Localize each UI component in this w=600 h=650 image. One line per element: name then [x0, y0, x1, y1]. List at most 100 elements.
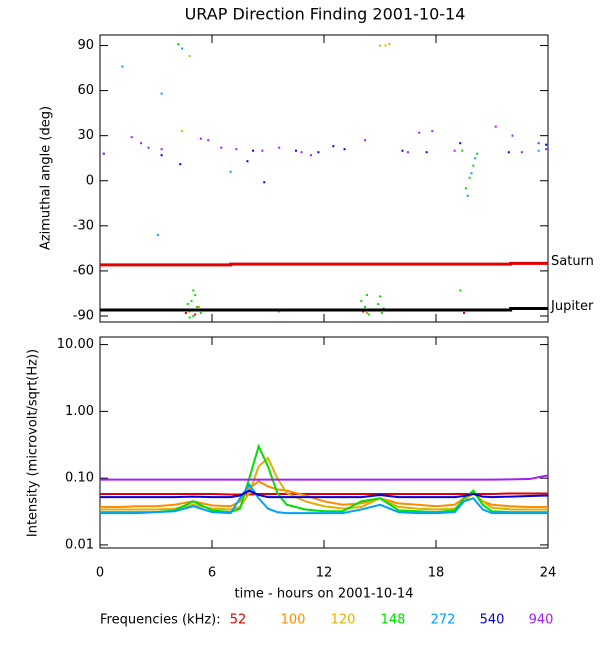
- scatter-point: [494, 125, 497, 128]
- scatter-point: [278, 310, 281, 313]
- scatter-point: [181, 47, 184, 50]
- scatter-point: [235, 148, 238, 151]
- scatter-point: [199, 311, 202, 314]
- scatter-point: [177, 43, 180, 46]
- y-tick-label: 0.01: [65, 537, 94, 552]
- y-tick-label: -60: [73, 263, 94, 278]
- scatter-point: [461, 149, 464, 152]
- y-tick-label: 0.10: [65, 471, 94, 486]
- legend-entry: 120: [331, 613, 356, 628]
- scatter-point: [252, 149, 255, 152]
- legend-entry: 52: [230, 613, 247, 628]
- x-tick-label: 12: [316, 566, 333, 581]
- y-tick-label: 0: [86, 173, 94, 188]
- scatter-point: [197, 305, 200, 308]
- scatter-point: [261, 149, 264, 152]
- x-axis-label: time - hours on 2001-10-14: [235, 587, 414, 602]
- scatter-point: [418, 131, 421, 134]
- scatter-point: [263, 181, 266, 184]
- chart-title: URAP Direction Finding 2001-10-14: [185, 5, 466, 24]
- scatter-point: [300, 151, 303, 154]
- scatter-point: [160, 148, 163, 151]
- scatter-point: [537, 149, 540, 152]
- scatter-point: [401, 149, 404, 152]
- scatter-point: [140, 142, 143, 145]
- scatter-point: [199, 137, 202, 140]
- scatter-point: [511, 134, 514, 137]
- scatter-point: [466, 194, 469, 197]
- legend-entry: 148: [381, 613, 406, 628]
- series-line: [100, 443, 548, 514]
- scatter-point: [188, 316, 191, 319]
- scatter-point: [295, 149, 297, 152]
- scatter-point: [207, 139, 210, 142]
- y-tick-label: -90: [73, 308, 94, 323]
- scatter-point: [379, 295, 381, 298]
- scatter-point: [188, 55, 191, 58]
- scatter-point: [459, 289, 462, 292]
- scatter-point: [332, 145, 335, 148]
- scatter-point: [507, 151, 510, 154]
- legend-entry: 940: [529, 613, 554, 628]
- scatter-point: [474, 157, 477, 160]
- scatter-point: [156, 233, 159, 236]
- y-axis-label: Azimuthal angle (deg): [39, 106, 54, 250]
- scatter-point: [343, 148, 346, 151]
- y-axis-label: Intensity (microvolt/sqrt(Hz)): [26, 349, 41, 537]
- scatter-point: [463, 311, 465, 314]
- scatter-point: [367, 313, 370, 316]
- scatter-point: [520, 151, 523, 154]
- series-line: [100, 474, 549, 481]
- scatter-point: [362, 310, 365, 313]
- scatter-point: [179, 163, 182, 166]
- scatter-point: [388, 43, 391, 46]
- line-label: Saturn: [551, 254, 594, 269]
- scatter-point: [384, 44, 387, 47]
- scatter-point: [196, 305, 199, 308]
- reference-line: [100, 261, 548, 267]
- x-tick-label: 6: [208, 566, 216, 581]
- scatter-point: [364, 305, 367, 308]
- scatter-point: [317, 151, 320, 154]
- scatter-point: [377, 302, 380, 305]
- scatter-point: [190, 299, 193, 302]
- scatter-point: [160, 92, 163, 95]
- legend-title: Frequencies (kHz):: [100, 613, 221, 628]
- scatter-point: [188, 310, 191, 313]
- scatter-point: [192, 314, 195, 317]
- scatter-point: [360, 299, 363, 302]
- scatter-point: [121, 65, 124, 68]
- scatter-point: [246, 160, 249, 163]
- scatter-point: [186, 302, 189, 305]
- x-tick-label: 0: [96, 566, 104, 581]
- legend-entry: 100: [281, 613, 306, 628]
- series-line: [100, 492, 548, 496]
- scatter-point: [476, 152, 479, 155]
- y-tick-label: 10.00: [57, 337, 94, 352]
- scatter-point: [379, 44, 381, 47]
- scatter-point: [278, 146, 281, 149]
- x-tick-label: 18: [428, 566, 445, 581]
- scatter-point: [229, 170, 232, 173]
- scatter-point: [181, 130, 184, 133]
- scatter-point: [365, 293, 368, 296]
- scatter-point: [194, 293, 197, 296]
- scatter-point: [472, 164, 475, 167]
- reference-line: [100, 306, 548, 312]
- scatter-point: [184, 311, 187, 314]
- plot-frame: [99, 34, 549, 323]
- x-tick-label: 24: [540, 566, 557, 581]
- scatter-point: [453, 149, 456, 152]
- y-tick-label: 1.00: [65, 404, 94, 419]
- scatter-point: [545, 143, 548, 146]
- scatter-point: [130, 136, 133, 139]
- scatter-point: [459, 142, 462, 145]
- y-tick-label: -30: [73, 218, 94, 233]
- scatter-point: [160, 154, 163, 157]
- scatter-point: [537, 142, 540, 145]
- series-line: [100, 482, 548, 515]
- scatter-point: [431, 130, 434, 133]
- scatter-point: [407, 151, 409, 154]
- scatter-point: [545, 148, 548, 151]
